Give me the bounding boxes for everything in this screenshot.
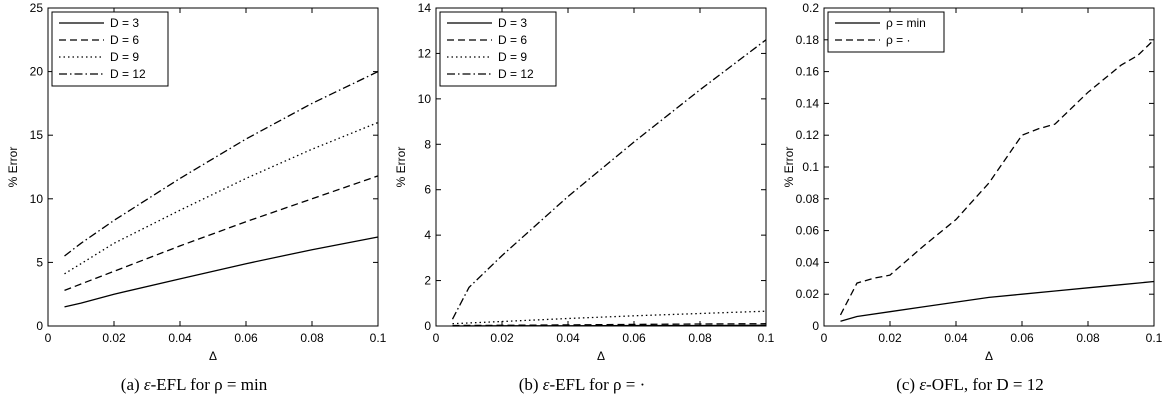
series-line-2 bbox=[64, 175, 379, 292]
x-tick-label: 0.06 bbox=[1010, 331, 1034, 345]
x-axis-label: Δ bbox=[597, 349, 605, 363]
x-tick-label: 0 bbox=[433, 331, 440, 345]
chart-panel-b: 0 0.02 0.04 0.06 0.08 0.1 0 2 4 6 8 10 12 14 Δ % Error D… bbox=[388, 0, 776, 410]
chart-b-caption: (b) ε-EFL for ρ = · bbox=[388, 375, 776, 395]
chart-a-plot: 0 0.02 0.04 0.06 0.08 0.1 0 5 10 15 20 25 Δ % Error D … bbox=[6, 1, 387, 363]
chart-panel-c: 0 0.02 0.04 0.06 0.08 0.1 0 0.02 0.04 0.06 0.08 0.1… bbox=[776, 0, 1164, 410]
x-tick-label: 0.1 bbox=[1146, 331, 1163, 345]
caption-prefix: (a) bbox=[120, 375, 144, 394]
x-tick-label: 0.04 bbox=[944, 331, 968, 345]
x-axis-label: Δ bbox=[985, 349, 993, 363]
legend-entry: D = 6 bbox=[110, 33, 139, 47]
plot-frame bbox=[47, 7, 379, 327]
y-tick-label: 0 bbox=[812, 319, 819, 333]
series-line-4 bbox=[451, 39, 767, 320]
legend-entry: D = 3 bbox=[110, 16, 139, 30]
y-axis-label: % Error bbox=[782, 147, 796, 188]
y-tick-label: 6 bbox=[424, 183, 431, 197]
series-line-2 bbox=[839, 39, 1155, 316]
legend-box bbox=[827, 11, 945, 53]
y-axis-label: % Error bbox=[6, 147, 20, 188]
caption-rest: -OFL, for D = 12 bbox=[926, 375, 1044, 394]
caption-symbol: ε bbox=[919, 375, 927, 394]
chart-c-plot: 0 0.02 0.04 0.06 0.08 0.1 0 0.02 0.04 0.06 0.08 0.1… bbox=[782, 1, 1163, 363]
x-tick-label: 0.02 bbox=[878, 331, 902, 345]
y-tick-label: 5 bbox=[36, 255, 43, 269]
caption-symbol: ε bbox=[542, 375, 550, 394]
y-tick-label: 10 bbox=[30, 192, 44, 206]
series-line-3 bbox=[64, 121, 379, 275]
y-tick-label: 0.2 bbox=[802, 1, 819, 15]
y-axis-label: % Error bbox=[394, 147, 408, 188]
y-tick-label: 15 bbox=[30, 128, 44, 142]
y-tick-label: 0 bbox=[424, 319, 431, 333]
y-tick-label: 0.04 bbox=[796, 255, 820, 269]
y-tick-label: 20 bbox=[30, 65, 44, 79]
y-tick-label: 8 bbox=[424, 137, 431, 151]
x-tick-label: 0.08 bbox=[688, 331, 712, 345]
caption-prefix: (b) bbox=[518, 375, 543, 394]
x-tick-label: 0.04 bbox=[168, 331, 192, 345]
y-tick-label: 0.12 bbox=[796, 128, 820, 142]
caption-rest: -EFL for ρ = · bbox=[549, 375, 646, 394]
caption-prefix: (c) bbox=[896, 375, 920, 394]
legend-entry: D = 12 bbox=[110, 67, 146, 81]
y-tick-label: 0.16 bbox=[796, 65, 820, 79]
x-tick-label: 0.1 bbox=[370, 331, 387, 345]
plot-frame bbox=[823, 7, 1155, 327]
caption-rest: -EFL for ρ = min bbox=[150, 375, 268, 394]
legend: ρ = min ρ = · bbox=[827, 11, 945, 53]
caption-symbol: ε bbox=[143, 375, 151, 394]
chart-b-plot: 0 0.02 0.04 0.06 0.08 0.1 0 2 4 6 8 10 12 14 Δ % Error D… bbox=[394, 1, 775, 363]
x-tick-label: 0 bbox=[821, 331, 828, 345]
y-tick-label: 0.14 bbox=[796, 96, 820, 110]
chart-c-caption: (c) ε-OFL, for D = 12 bbox=[776, 375, 1164, 395]
chart-a-caption: (a) ε-EFL for ρ = min bbox=[0, 375, 388, 395]
x-tick-label: 0.02 bbox=[490, 331, 514, 345]
x-tick-label: 0.02 bbox=[102, 331, 126, 345]
x-tick-label: 0.06 bbox=[622, 331, 646, 345]
series-line-1 bbox=[452, 324, 767, 327]
y-tick-label: 10 bbox=[418, 92, 432, 106]
y-tick-label: 0.18 bbox=[796, 33, 820, 47]
y-tick-label: 0.1 bbox=[802, 160, 819, 174]
series-line-4 bbox=[64, 71, 379, 257]
y-tick-label: 4 bbox=[424, 228, 431, 242]
series-line-2 bbox=[452, 323, 767, 327]
y-tick-label: 0.08 bbox=[796, 192, 820, 206]
y-tick-label: 25 bbox=[30, 1, 44, 15]
legend-entry: D = 12 bbox=[498, 67, 534, 81]
legend-entry: ρ = min bbox=[886, 16, 926, 30]
y-tick-label: 14 bbox=[418, 1, 432, 15]
y-tick-label: 0.02 bbox=[796, 287, 820, 301]
y-tick-label: 0.06 bbox=[796, 224, 820, 238]
y-tick-label: 0 bbox=[36, 319, 43, 333]
legend-entry: D = 9 bbox=[498, 50, 527, 64]
legend: D = 3 D = 6 D = 9 D = 12 bbox=[439, 11, 557, 87]
legend-entry: D = 3 bbox=[498, 16, 527, 30]
series-line-3 bbox=[452, 310, 767, 325]
legend-entry: D = 9 bbox=[110, 50, 139, 64]
x-tick-label: 0.08 bbox=[300, 331, 324, 345]
x-tick-label: 0.04 bbox=[556, 331, 580, 345]
legend-entry: ρ = · bbox=[886, 33, 911, 47]
series-line-1 bbox=[64, 236, 379, 308]
x-axis-label: Δ bbox=[209, 349, 217, 363]
legend: D = 3 D = 6 D = 9 D = 12 bbox=[51, 11, 169, 87]
x-tick-label: 0.1 bbox=[758, 331, 775, 345]
chart-panel-a: 0 0.02 0.04 0.06 0.08 0.1 0 5 10 15 20 25 Δ % Error D … bbox=[0, 0, 388, 410]
y-tick-label: 2 bbox=[424, 274, 431, 288]
series-line-1 bbox=[840, 280, 1155, 322]
x-tick-label: 0.06 bbox=[234, 331, 258, 345]
x-tick-label: 0.08 bbox=[1076, 331, 1100, 345]
y-tick-label: 12 bbox=[418, 46, 432, 60]
legend-entry: D = 6 bbox=[498, 33, 527, 47]
x-tick-label: 0 bbox=[45, 331, 52, 345]
